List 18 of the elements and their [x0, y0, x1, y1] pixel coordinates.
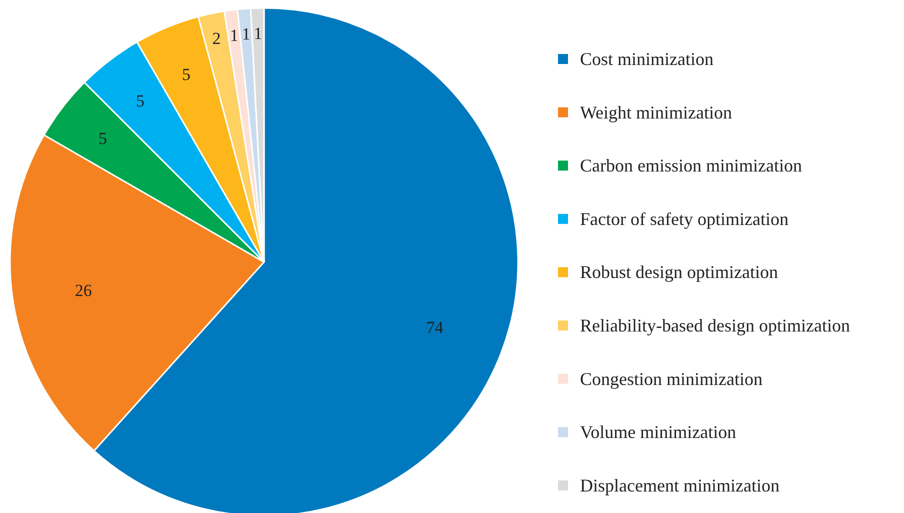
- legend-label: Displacement minimization: [580, 475, 780, 496]
- data-label: 2: [212, 28, 221, 48]
- data-label: 1: [254, 24, 262, 43]
- legend-label: Cost minimization: [580, 49, 714, 69]
- legend-label: Reliability-based design optimization: [580, 316, 850, 336]
- data-label: 1: [230, 26, 238, 45]
- legend-label: Weight minimization: [580, 102, 732, 122]
- legend-label: Congestion minimization: [580, 368, 762, 389]
- legend-label: Factor of safety optimization: [580, 208, 788, 229]
- data-label: 1: [242, 24, 250, 44]
- legend-label: Carbon emission minimization: [580, 156, 802, 176]
- data-label: 5: [136, 91, 145, 110]
- data-label: 5: [98, 128, 108, 148]
- data-label: 74: [426, 318, 444, 338]
- legend-label: Robust design optimization: [580, 262, 778, 282]
- data-label: 5: [182, 64, 190, 84]
- data-label: 26: [74, 281, 92, 300]
- legend-label: Volume minimization: [580, 422, 736, 442]
